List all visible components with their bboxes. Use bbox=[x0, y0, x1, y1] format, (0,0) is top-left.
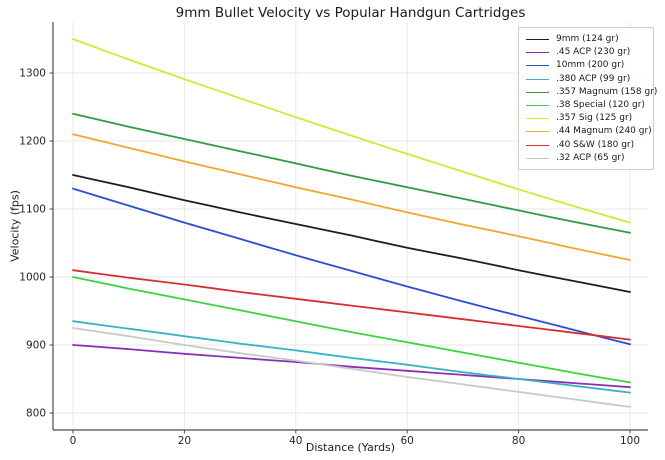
y-tick-label: 1100 bbox=[19, 204, 46, 216]
legend-item: .38 Special (120 gr) bbox=[526, 99, 646, 112]
legend-label: .38 Special (120 gr) bbox=[556, 100, 645, 111]
legend-line-swatch bbox=[526, 144, 549, 146]
legend-line-swatch bbox=[526, 39, 549, 41]
legend-line-swatch bbox=[526, 52, 549, 54]
x-tick-label: 20 bbox=[178, 435, 191, 447]
legend-label: .40 S&W (180 gr) bbox=[556, 139, 635, 150]
legend-line-swatch bbox=[526, 131, 549, 133]
legend-item: 10mm (200 gr) bbox=[526, 59, 646, 72]
series-line bbox=[72, 112, 631, 234]
series-line bbox=[72, 269, 631, 341]
legend-item: .45 ACP (230 gr) bbox=[526, 46, 646, 59]
legend-label: .32 ACP (65 gr) bbox=[556, 152, 625, 163]
series-line bbox=[72, 187, 631, 346]
legend-line-swatch bbox=[526, 91, 549, 93]
x-tick-label: 0 bbox=[70, 435, 77, 447]
chart-title: 9mm Bullet Velocity vs Popular Handgun C… bbox=[175, 5, 526, 21]
legend-line-swatch bbox=[526, 105, 549, 107]
series-line bbox=[72, 276, 631, 384]
legend: 9mm (124 gr) .45 ACP (230 gr) 10mm (200 gr… bbox=[518, 27, 657, 170]
legend-item: .44 Magnum (240 gr) bbox=[526, 125, 652, 138]
legend-label: 10mm (200 gr) bbox=[556, 60, 625, 71]
legend-line-swatch bbox=[526, 118, 549, 120]
legend-item: .357 Sig (125 gr) bbox=[526, 112, 646, 125]
y-tick-label: 800 bbox=[26, 408, 46, 420]
series-line bbox=[72, 327, 631, 408]
series-line bbox=[72, 133, 631, 261]
series-line bbox=[72, 38, 631, 224]
legend-label: .45 ACP (230 gr) bbox=[556, 47, 631, 58]
series-line bbox=[72, 344, 631, 389]
x-axis-label: Distance (Yards) bbox=[305, 441, 396, 454]
y-tick-label: 900 bbox=[26, 340, 46, 352]
x-tick-label: 40 bbox=[289, 435, 302, 447]
legend-item: .357 Magnum (158 gr) bbox=[526, 86, 657, 99]
legend-item: .380 ACP (99 gr) bbox=[526, 73, 646, 86]
x-tick-label: 100 bbox=[620, 435, 640, 447]
legend-label: .357 Magnum (158 gr) bbox=[556, 86, 658, 97]
legend-label: .357 Sig (125 gr) bbox=[556, 113, 633, 124]
y-tick-label: 1000 bbox=[19, 272, 46, 284]
legend-label: .44 Magnum (240 gr) bbox=[556, 126, 652, 137]
series-line bbox=[72, 174, 631, 293]
legend-line-swatch bbox=[526, 78, 549, 80]
legend-line-swatch bbox=[526, 157, 549, 159]
series-line bbox=[72, 320, 631, 394]
y-tick-label: 1300 bbox=[19, 68, 46, 80]
legend-label: 9mm (124 gr) bbox=[556, 34, 619, 45]
legend-item: .40 S&W (180 gr) bbox=[526, 139, 646, 152]
legend-line-swatch bbox=[526, 65, 549, 67]
x-tick-label: 60 bbox=[401, 435, 414, 447]
x-tick-label: 80 bbox=[512, 435, 525, 447]
legend-item: .32 ACP (65 gr) bbox=[526, 152, 646, 165]
legend-label: .380 ACP (99 gr) bbox=[556, 73, 631, 84]
legend-item: 9mm (124 gr) bbox=[526, 33, 646, 46]
y-tick-label: 1200 bbox=[19, 136, 46, 148]
y-axis-label: Velocity (fps) bbox=[8, 190, 22, 262]
